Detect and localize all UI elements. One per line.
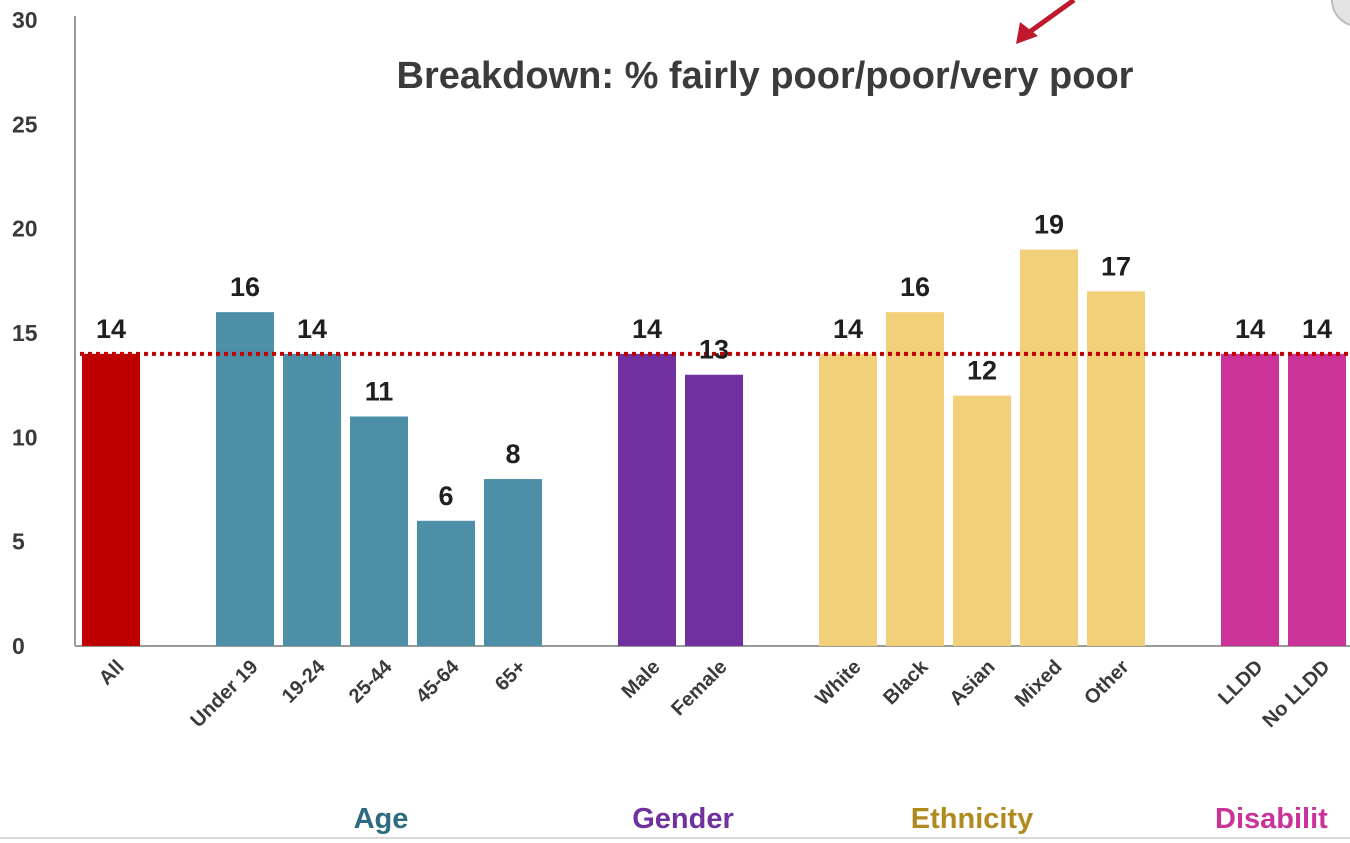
bar bbox=[350, 416, 408, 646]
bar bbox=[283, 353, 341, 646]
bar bbox=[82, 353, 140, 646]
x-tick-label: 19-24 bbox=[278, 655, 330, 707]
data-label: 14 bbox=[1235, 314, 1265, 344]
x-tick-label: LLDD bbox=[1214, 656, 1267, 709]
data-label: 8 bbox=[505, 439, 520, 469]
bar bbox=[417, 520, 475, 646]
group-label: Ethnicity bbox=[911, 803, 1033, 835]
x-tick-label: White bbox=[811, 656, 865, 710]
data-label: 13 bbox=[699, 335, 729, 365]
y-tick-label: 25 bbox=[12, 111, 38, 137]
data-label: 16 bbox=[230, 272, 260, 302]
y-tick-label: 30 bbox=[12, 7, 38, 33]
group-label: Gender bbox=[632, 803, 734, 835]
bar bbox=[1221, 353, 1279, 646]
x-tick-label: 25-44 bbox=[345, 655, 397, 707]
data-label: 14 bbox=[297, 314, 327, 344]
x-tick-label: Female bbox=[667, 656, 731, 720]
arrow-shaft bbox=[1022, 0, 1076, 39]
x-tick-label: No LLDD bbox=[1258, 656, 1334, 732]
x-tick-label: Other bbox=[1080, 656, 1133, 709]
bar bbox=[1020, 249, 1078, 647]
data-label: 14 bbox=[833, 314, 863, 344]
corner-circle-icon bbox=[1331, 0, 1350, 26]
chart-title: Breakdown: % fairly poor/poor/very poor bbox=[397, 55, 1134, 97]
data-label: 6 bbox=[438, 481, 453, 511]
data-label: 14 bbox=[96, 314, 126, 344]
arrow-head-icon bbox=[1016, 22, 1038, 44]
bar bbox=[685, 374, 743, 646]
x-tick-label: Black bbox=[879, 655, 933, 709]
y-tick-label: 15 bbox=[12, 320, 38, 346]
x-tick-label: 45-64 bbox=[412, 655, 464, 707]
x-tick-label: Mixed bbox=[1011, 656, 1067, 712]
x-tick-label: 65+ bbox=[491, 656, 531, 696]
data-label: 11 bbox=[365, 376, 394, 406]
bar bbox=[819, 353, 877, 646]
bar bbox=[953, 395, 1011, 646]
x-tick-label: Male bbox=[618, 656, 665, 703]
bar bbox=[1087, 291, 1145, 646]
group-label: Age bbox=[354, 803, 409, 835]
y-tick-label: 20 bbox=[12, 216, 38, 242]
bar bbox=[1288, 353, 1346, 646]
bar bbox=[484, 479, 542, 646]
data-label: 16 bbox=[900, 272, 930, 302]
x-tick-label: All bbox=[95, 656, 129, 690]
data-label: 12 bbox=[967, 356, 997, 386]
data-label: 19 bbox=[1034, 210, 1064, 240]
group-label: Disabilit bbox=[1215, 803, 1328, 835]
bar bbox=[886, 312, 944, 646]
y-tick-label: 0 bbox=[12, 633, 25, 659]
bar bbox=[618, 353, 676, 646]
data-label: 14 bbox=[1302, 314, 1332, 344]
data-label: 17 bbox=[1101, 251, 1131, 281]
data-label: 14 bbox=[632, 314, 662, 344]
bar bbox=[216, 312, 274, 646]
x-tick-label: Asian bbox=[945, 656, 999, 710]
y-tick-label: 10 bbox=[12, 424, 38, 450]
y-tick-label: 5 bbox=[12, 529, 25, 555]
x-tick-label: Under 19 bbox=[186, 656, 262, 732]
